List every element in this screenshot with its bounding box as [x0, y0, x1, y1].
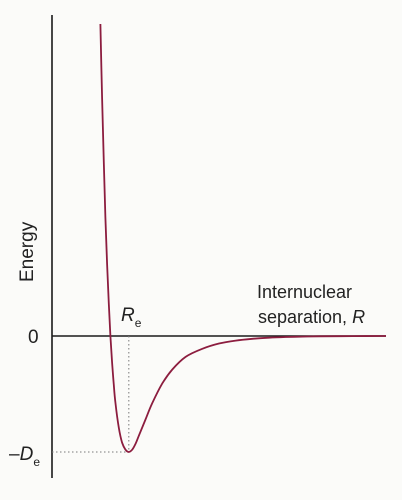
- x-axis-annotation-line1: Internuclear: [257, 282, 352, 302]
- x-axis-annotation-variable: R: [352, 307, 365, 327]
- well-depth-subscript: e: [33, 455, 40, 469]
- x-axis-annotation-line2: separation, R: [258, 307, 365, 327]
- equilibrium-subscript: e: [135, 316, 142, 330]
- well-depth-symbol: D: [20, 444, 34, 465]
- potential-energy-curve: [99, 23, 387, 453]
- y-axis-label: Energy: [17, 221, 38, 282]
- x-axis-annotation-prefix: separation,: [258, 307, 352, 327]
- y-tick-label-well-depth: –De: [9, 444, 40, 469]
- equilibrium-symbol: R: [121, 305, 135, 326]
- y-tick-label-zero: 0: [28, 327, 39, 348]
- well-depth-minus-sign: –: [9, 444, 20, 465]
- equilibrium-separation-label: Re: [121, 305, 142, 330]
